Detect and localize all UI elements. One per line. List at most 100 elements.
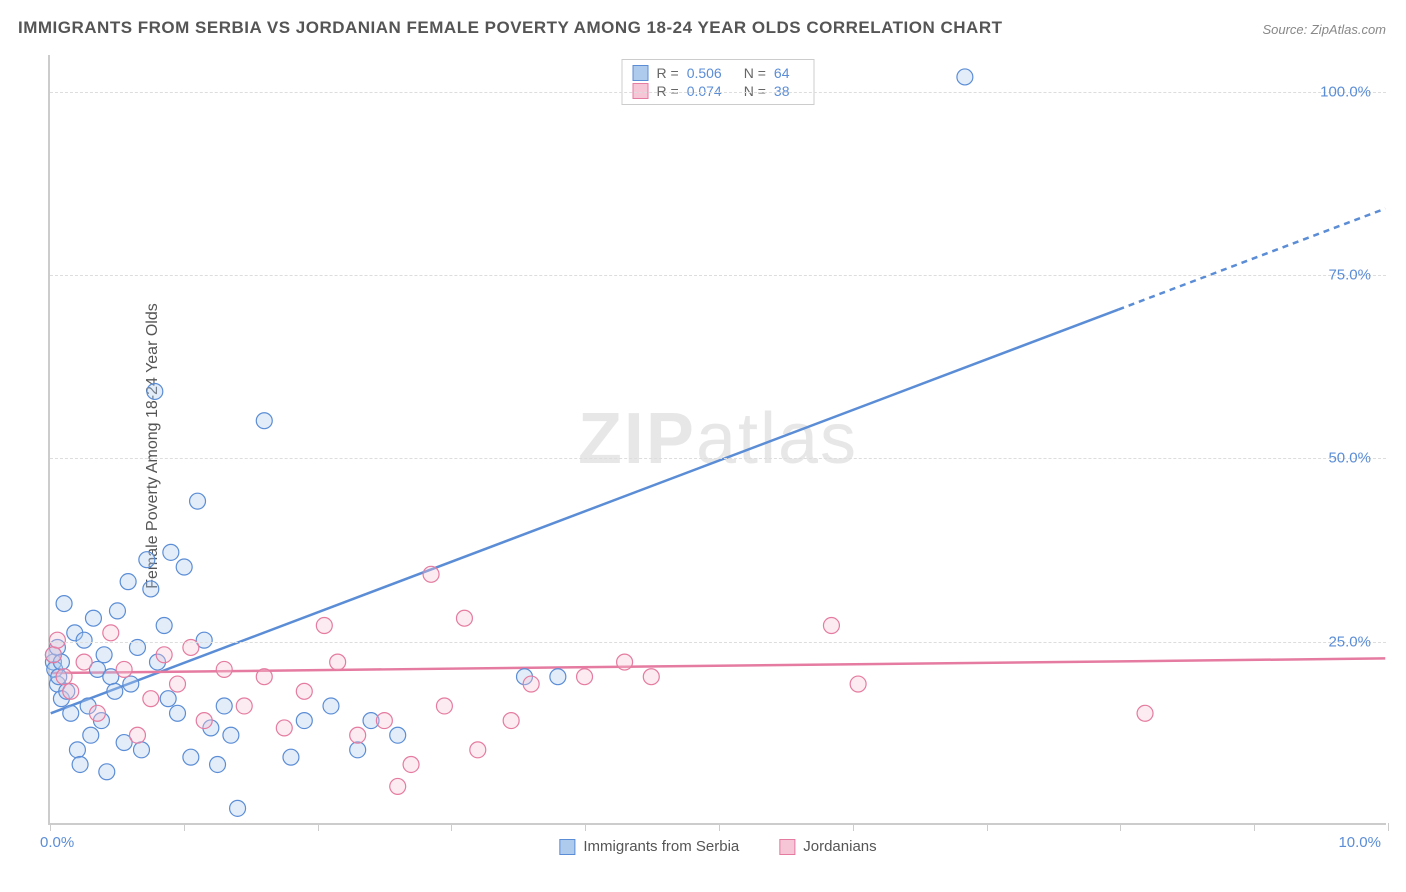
point-serbia — [390, 727, 406, 743]
point-serbia — [170, 705, 186, 721]
point-serbia — [143, 581, 159, 597]
point-serbia — [83, 727, 99, 743]
y-tick-label: 75.0% — [1328, 267, 1371, 284]
point-jordan — [196, 713, 212, 729]
point-serbia — [63, 705, 79, 721]
point-serbia — [109, 603, 125, 619]
point-jordan — [617, 654, 633, 670]
point-jordan — [216, 661, 232, 677]
point-serbia — [183, 749, 199, 765]
point-serbia — [176, 559, 192, 575]
point-jordan — [56, 669, 72, 685]
point-jordan — [236, 698, 252, 714]
point-serbia — [163, 544, 179, 560]
point-jordan — [423, 566, 439, 582]
x-tick — [451, 823, 452, 831]
legend-item-jordan: Jordanians — [779, 838, 876, 855]
point-serbia — [76, 632, 92, 648]
point-jordan — [256, 669, 272, 685]
point-serbia — [107, 683, 123, 699]
x-tick — [184, 823, 185, 831]
point-jordan — [643, 669, 659, 685]
legend-swatch-jordan — [779, 839, 795, 855]
point-serbia — [139, 552, 155, 568]
point-serbia — [156, 618, 172, 634]
correlation-chart: IMMIGRANTS FROM SERBIA VS JORDANIAN FEMA… — [0, 0, 1406, 892]
point-serbia — [96, 647, 112, 663]
point-jordan — [316, 618, 332, 634]
point-jordan — [456, 610, 472, 626]
x-tick — [1388, 823, 1389, 831]
point-jordan — [103, 625, 119, 641]
point-jordan — [76, 654, 92, 670]
point-serbia — [256, 413, 272, 429]
point-jordan — [89, 705, 105, 721]
point-serbia — [216, 698, 232, 714]
point-jordan — [436, 698, 452, 714]
regression-line-serbia — [51, 310, 1119, 714]
y-tick-label: 50.0% — [1328, 450, 1371, 467]
x-tick — [1120, 823, 1121, 831]
point-serbia — [56, 596, 72, 612]
x-tick-max: 10.0% — [1338, 834, 1381, 851]
point-jordan — [503, 713, 519, 729]
point-jordan — [116, 661, 132, 677]
point-jordan — [296, 683, 312, 699]
point-serbia — [550, 669, 566, 685]
point-jordan — [577, 669, 593, 685]
point-serbia — [72, 757, 88, 773]
y-tick-label: 25.0% — [1328, 633, 1371, 650]
point-serbia — [99, 764, 115, 780]
point-jordan — [130, 727, 146, 743]
point-jordan — [1137, 705, 1153, 721]
y-tick-label: 100.0% — [1320, 83, 1371, 100]
legend-label-serbia: Immigrants from Serbia — [583, 838, 739, 855]
gridline — [50, 275, 1386, 276]
x-tick — [50, 823, 51, 831]
point-jordan — [350, 727, 366, 743]
point-serbia — [323, 698, 339, 714]
point-serbia — [134, 742, 150, 758]
x-tick — [1254, 823, 1255, 831]
point-jordan — [823, 618, 839, 634]
point-serbia — [283, 749, 299, 765]
x-tick — [585, 823, 586, 831]
regression-line-dashed-serbia — [1118, 209, 1385, 310]
x-tick — [719, 823, 720, 831]
legend-item-serbia: Immigrants from Serbia — [559, 838, 739, 855]
point-jordan — [143, 691, 159, 707]
bottom-legend: Immigrants from Serbia Jordanians — [559, 838, 876, 855]
point-serbia — [230, 800, 246, 816]
point-serbia — [120, 574, 136, 590]
point-jordan — [376, 713, 392, 729]
x-tick — [853, 823, 854, 831]
regression-line-jordan — [51, 658, 1386, 673]
legend-swatch-serbia — [559, 839, 575, 855]
point-serbia — [190, 493, 206, 509]
point-serbia — [160, 691, 176, 707]
point-serbia — [296, 713, 312, 729]
point-serbia — [85, 610, 101, 626]
point-jordan — [276, 720, 292, 736]
point-jordan — [403, 757, 419, 773]
point-serbia — [147, 383, 163, 399]
point-jordan — [470, 742, 486, 758]
point-serbia — [957, 69, 973, 85]
point-serbia — [223, 727, 239, 743]
gridline — [50, 458, 1386, 459]
data-layer — [50, 55, 1386, 823]
point-jordan — [330, 654, 346, 670]
x-tick — [987, 823, 988, 831]
gridline — [50, 642, 1386, 643]
point-jordan — [156, 647, 172, 663]
chart-title: IMMIGRANTS FROM SERBIA VS JORDANIAN FEMA… — [18, 18, 1002, 38]
plot-area: ZIPatlas R = 0.506 N = 64 R = 0.074 N = … — [48, 55, 1386, 825]
x-tick-min: 0.0% — [40, 834, 74, 851]
x-tick — [318, 823, 319, 831]
source-credit: Source: ZipAtlas.com — [1262, 22, 1386, 37]
gridline — [50, 92, 1386, 93]
point-jordan — [45, 647, 61, 663]
point-jordan — [523, 676, 539, 692]
point-jordan — [170, 676, 186, 692]
point-serbia — [210, 757, 226, 773]
